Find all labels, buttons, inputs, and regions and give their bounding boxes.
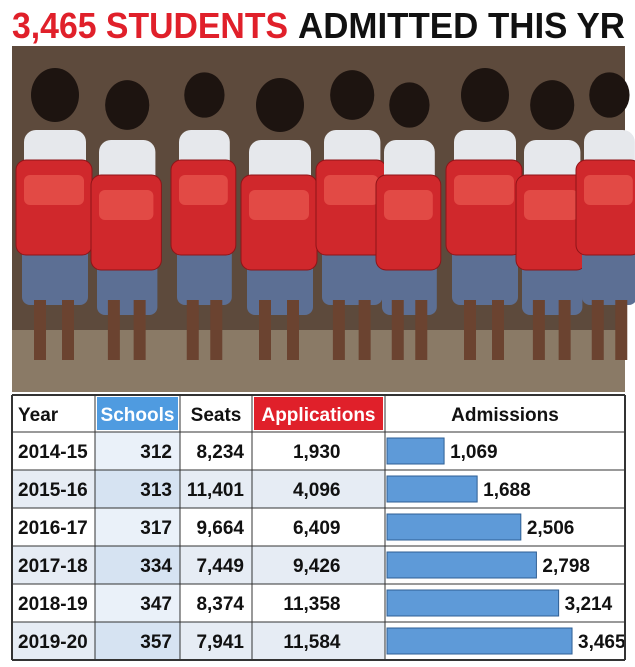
- table-cell: 2017-18: [18, 556, 88, 577]
- admissions-label: 1,688: [483, 480, 531, 501]
- admissions-label: 3,214: [565, 594, 613, 615]
- table-cell: 4,096: [293, 480, 341, 501]
- child-leg: [415, 300, 428, 360]
- admissions-label: 2,798: [542, 556, 590, 577]
- table-cell: 9,664: [196, 518, 244, 539]
- admissions-bar: [386, 589, 560, 617]
- bag-flap: [179, 175, 228, 205]
- child-leg: [492, 300, 504, 360]
- table-cell: 357: [140, 632, 172, 653]
- table-cell: 8,374: [196, 594, 244, 615]
- bag-flap: [524, 190, 579, 220]
- admissions-label: 1,069: [450, 442, 498, 463]
- column-header: Seats: [191, 405, 242, 426]
- bag-flap: [384, 190, 433, 220]
- child-leg: [62, 300, 74, 360]
- school-bag: [240, 174, 318, 271]
- row-bg: [12, 470, 385, 508]
- bag-flap: [99, 190, 154, 220]
- child-leg: [332, 300, 345, 360]
- table-cell: 2015-16: [18, 480, 88, 501]
- schools-cell-bg: [95, 584, 180, 622]
- bag-flap: [324, 175, 379, 205]
- table-cell: 6,409: [293, 518, 341, 539]
- admissions-bar: [386, 551, 537, 579]
- child-head: [461, 68, 509, 122]
- school-bag: [445, 159, 523, 256]
- table-cell: 2019-20: [18, 632, 88, 653]
- admissions-label: 3,465: [578, 632, 626, 653]
- table-cell: 317: [140, 518, 172, 539]
- header-cell-bg: [254, 397, 383, 430]
- admissions-bar: [386, 627, 573, 655]
- column-header: Applications: [261, 405, 375, 426]
- bag-flap: [584, 175, 633, 205]
- table-cell: 11,401: [187, 480, 244, 501]
- table-cell: 8,234: [196, 442, 244, 463]
- table-cell: 347: [140, 594, 172, 615]
- child-leg: [558, 300, 571, 360]
- child-leg: [464, 300, 476, 360]
- bag-flap: [249, 190, 309, 220]
- child-head: [389, 82, 430, 128]
- admissions-bar: [386, 475, 478, 503]
- table-cell: 2016-17: [18, 518, 88, 539]
- child-head: [589, 72, 630, 118]
- admissions-bar: [386, 437, 445, 465]
- schools-cell-bg: [95, 546, 180, 584]
- child-leg: [133, 300, 146, 360]
- child-leg: [107, 300, 120, 360]
- child-head: [31, 68, 79, 122]
- column-header: Admissions: [451, 405, 559, 426]
- child-head: [530, 80, 575, 130]
- table-cell: 2014-15: [18, 442, 88, 463]
- bag-flap: [454, 175, 514, 205]
- title-rest: ADMITTED THIS YR: [298, 5, 625, 46]
- table-cell: 7,449: [196, 556, 244, 577]
- child-leg: [532, 300, 545, 360]
- school-bag: [90, 174, 162, 271]
- title-highlight: 3,465 STUDENTS: [12, 5, 288, 46]
- table-cell: 11,584: [283, 632, 340, 653]
- child-leg: [34, 300, 46, 360]
- child-leg: [591, 300, 604, 360]
- header-cell-bg: [97, 397, 178, 430]
- child-leg: [287, 300, 299, 360]
- table-cell: 9,426: [293, 556, 341, 577]
- child-leg: [210, 300, 223, 360]
- child-leg: [391, 300, 404, 360]
- column-header: Year: [18, 405, 59, 426]
- school-bag: [375, 174, 442, 271]
- school-bag: [170, 159, 237, 256]
- school-bag: [575, 159, 635, 256]
- photo: [12, 46, 635, 392]
- child-head: [105, 80, 150, 130]
- child-head: [330, 70, 375, 120]
- child-head: [184, 72, 225, 118]
- bag-flap: [24, 175, 84, 205]
- table-cell: 2018-19: [18, 594, 88, 615]
- table-cell: 1,930: [293, 442, 341, 463]
- admissions-bar: [386, 513, 522, 541]
- row-bg: [12, 622, 385, 660]
- schools-cell-bg: [95, 508, 180, 546]
- schools-cell-bg: [95, 470, 180, 508]
- column-header: Schools: [101, 405, 175, 426]
- table-cell: 334: [140, 556, 172, 577]
- table-cell: 11,358: [283, 594, 340, 615]
- table-cell: 313: [140, 480, 172, 501]
- table-cell: 7,941: [196, 632, 244, 653]
- schools-cell-bg: [95, 622, 180, 660]
- child-leg: [186, 300, 199, 360]
- child-leg: [615, 300, 628, 360]
- child-head: [256, 78, 304, 132]
- child-leg: [259, 300, 271, 360]
- admissions-label: 2,506: [527, 518, 575, 539]
- school-bag: [15, 159, 93, 256]
- table-cell: 312: [140, 442, 172, 463]
- child-leg: [358, 300, 371, 360]
- row-bg: [12, 546, 385, 584]
- schools-cell-bg: [95, 432, 180, 470]
